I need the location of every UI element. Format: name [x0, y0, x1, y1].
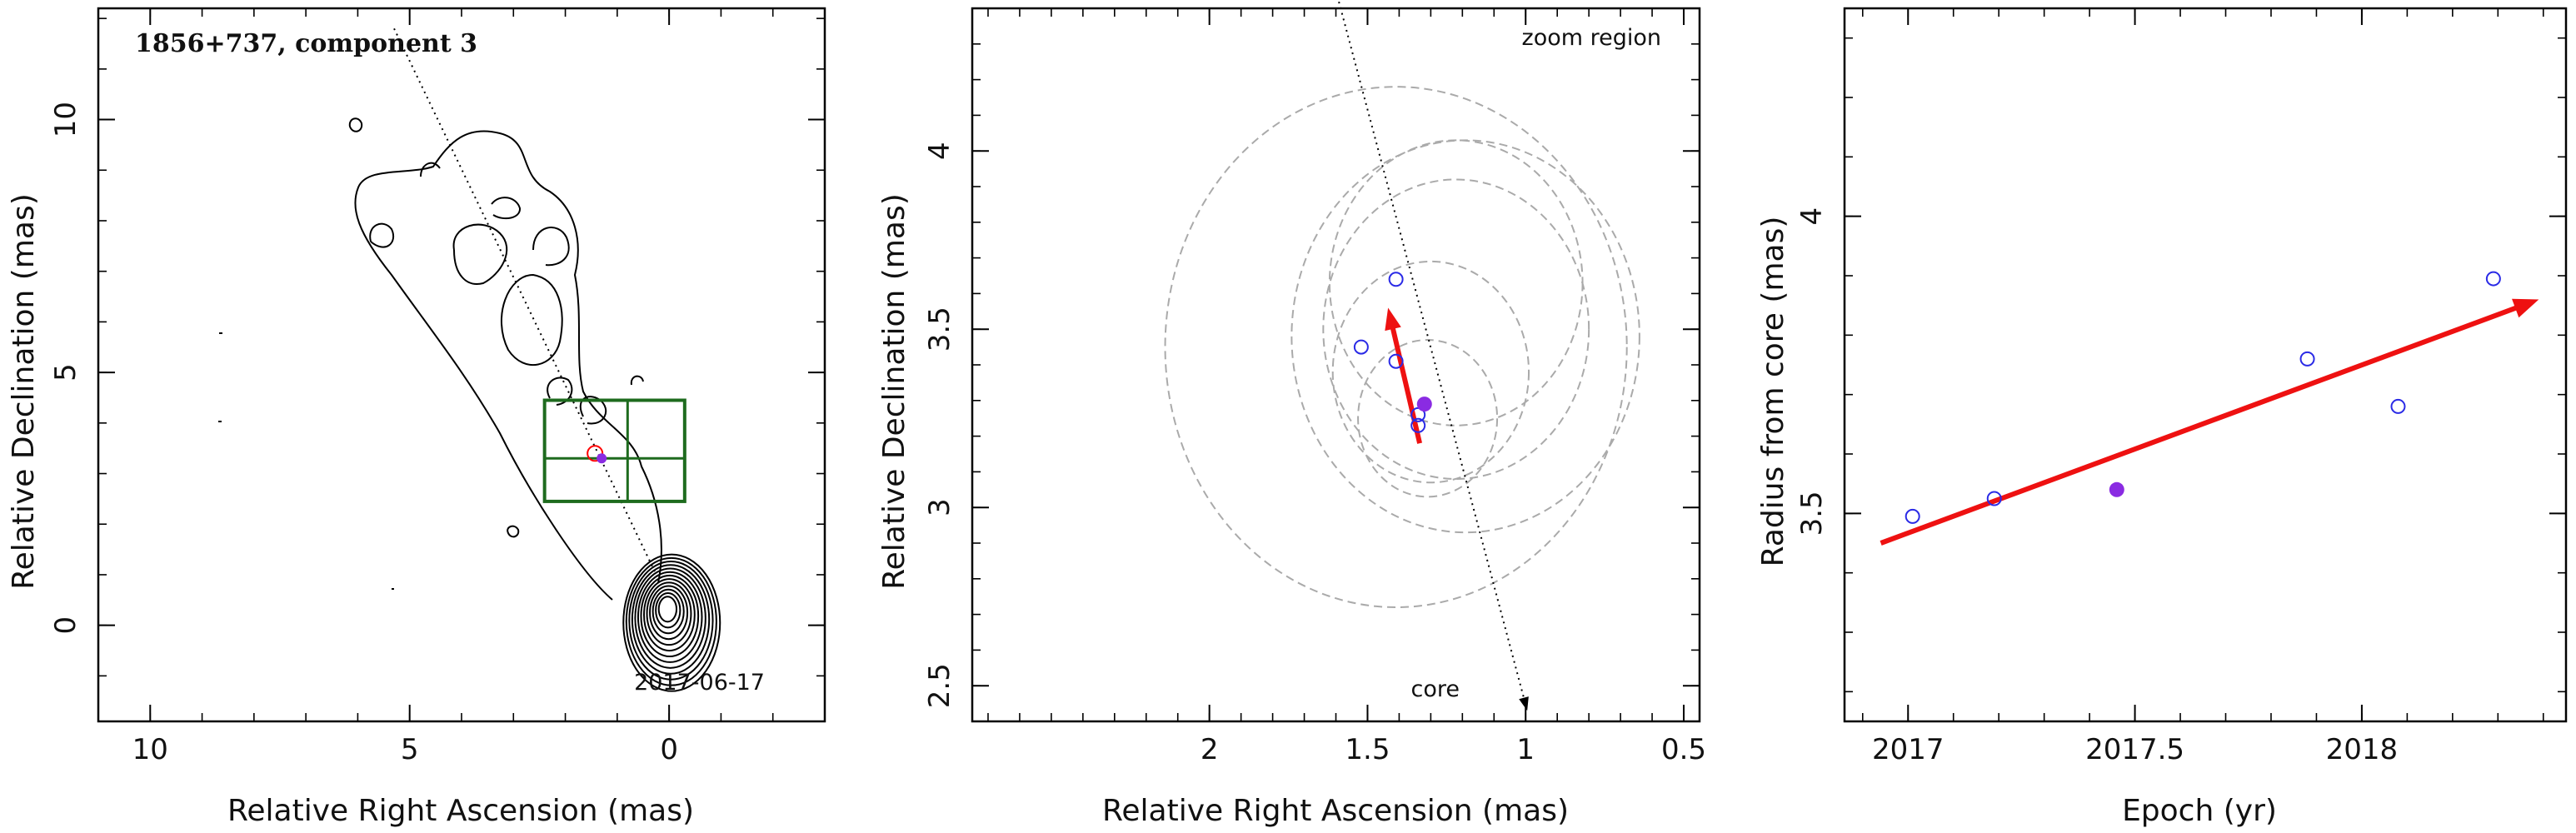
position-point	[1353, 339, 1369, 355]
fit-arrow	[1880, 298, 2539, 546]
core-contour	[628, 561, 714, 681]
core-label: core	[1411, 676, 1460, 702]
p2-xtick-label: 2	[1201, 733, 1219, 766]
proper-motion-line	[1389, 323, 1423, 444]
p2-ytick-label: 3.5	[923, 307, 956, 352]
jet-contour	[507, 525, 520, 538]
panel-1-xlabel: Relative Right Ascension (mas)	[227, 794, 694, 828]
component-dot	[597, 453, 607, 464]
radius-point	[1986, 491, 2002, 506]
panel-2-ylabel: Relative Declination (mas)	[877, 193, 911, 590]
p3-xtick-label: 2017.5	[2085, 733, 2184, 766]
radius-point	[2299, 351, 2315, 367]
panel-3-radius: 2017 2017.5 2018 3.5 4 Epoch (yr) Radius fro…	[1756, 7, 2568, 828]
proper-motion-arrowhead	[1385, 307, 1401, 332]
jet-axis-dotted	[393, 27, 660, 581]
core-contour	[651, 588, 685, 635]
panel-1-axes: 10 5 0 0 5 10	[49, 7, 826, 766]
p2-ytick-label: 4	[923, 142, 956, 160]
jet-axis-arrowhead	[1519, 696, 1529, 711]
jet-contour	[630, 375, 644, 386]
radius-point	[1905, 508, 1920, 524]
jet-contour	[532, 227, 570, 267]
error-circle	[1357, 339, 1499, 498]
position-point	[1388, 272, 1404, 287]
jet-contour	[420, 162, 441, 177]
proper-motion-arrow	[1385, 307, 1423, 444]
core-contour	[622, 553, 721, 692]
jet-axis-line	[393, 27, 660, 581]
p1-ytick-label: 5	[49, 363, 82, 382]
p2-ytick-label: 2.5	[923, 663, 956, 708]
core-contour	[657, 596, 678, 623]
p1-xtick-label: 0	[660, 733, 678, 766]
error-circle	[1328, 139, 1584, 426]
component-marker	[587, 445, 607, 464]
core-contour	[646, 581, 692, 646]
error-circle	[1290, 139, 1640, 534]
contour-map	[218, 117, 721, 692]
jet-contour	[452, 223, 508, 285]
panel-1-map: 1856+737, component 3 10 5 0 0 5 10 2017-06-1…	[7, 7, 826, 828]
fit-line	[1880, 304, 2521, 546]
p3-xtick-label: 2018	[2326, 733, 2399, 766]
p3-xtick-label: 2017	[1872, 733, 1944, 766]
radius-point	[2485, 271, 2501, 287]
p2-ytick-label: 3	[923, 498, 956, 516]
panel-3-ylabel: Radius from core (mas)	[1756, 217, 1790, 567]
jet-contour	[348, 117, 363, 132]
jet-contour	[369, 222, 394, 248]
jet-contour	[491, 197, 521, 220]
core-contour	[655, 591, 681, 629]
panel-2-xlabel: Relative Right Ascension (mas)	[1102, 794, 1569, 828]
jet-contour	[501, 273, 563, 366]
p2-frame	[971, 7, 1701, 723]
p2-xtick-label: 1	[1516, 733, 1535, 766]
epoch-label: 2017-06-17	[634, 670, 765, 696]
panel-2-axes: 2 1.5 1 0.5 2.5 3 3.5 4	[923, 7, 1706, 766]
position-point	[1410, 407, 1426, 422]
component-ring	[587, 445, 604, 462]
position-point	[1388, 353, 1404, 369]
p3-frame	[1843, 7, 2568, 723]
fit-arrowhead	[2512, 298, 2539, 318]
zoom-box-rect	[542, 398, 686, 503]
panel-2-zoom: 2 1.5 1 0.5 2.5 3 3.5 4 zoom region core Relati…	[877, 0, 1706, 828]
panel-1-ylabel: Relative Declination (mas)	[7, 193, 41, 590]
panel-3-axes: 2017 2017.5 2018 3.5 4	[1795, 7, 2568, 766]
p1-ytick-label: 10	[49, 102, 82, 137]
core-contour	[637, 571, 703, 663]
position-point-filled	[1416, 397, 1432, 412]
radius-points	[1905, 271, 2501, 524]
p3-ytick-label: 4	[1795, 207, 1829, 226]
panel-1-title: 1856+737, component 3	[135, 29, 477, 58]
radius-point	[2390, 398, 2406, 414]
zoom-box	[542, 398, 686, 503]
p2-xtick-label: 0.5	[1661, 733, 1706, 766]
core-contour	[640, 574, 700, 658]
core-contour	[634, 567, 706, 669]
core-contour	[631, 564, 711, 675]
p2-xtick-label: 1.5	[1345, 733, 1390, 766]
core-contour	[649, 585, 689, 641]
core-contour	[625, 556, 717, 686]
error-circle	[1331, 260, 1530, 484]
core-contour	[643, 578, 696, 652]
p1-ytick-label: 0	[49, 616, 82, 635]
position-points	[1353, 272, 1432, 433]
error-circle	[1322, 178, 1590, 480]
error-circles	[1164, 86, 1640, 609]
position-point	[1410, 417, 1426, 433]
p1-xtick-label: 5	[401, 733, 419, 766]
radius-point-filled	[2109, 481, 2124, 497]
p3-ytick-label: 3.5	[1795, 491, 1829, 536]
jet-contour	[354, 130, 662, 601]
zoom-region-label: zoom region	[1522, 25, 1661, 51]
p1-xtick-label: 10	[132, 733, 168, 766]
noise-contour	[218, 332, 394, 590]
panel-3-xlabel: Epoch (yr)	[2122, 794, 2277, 828]
